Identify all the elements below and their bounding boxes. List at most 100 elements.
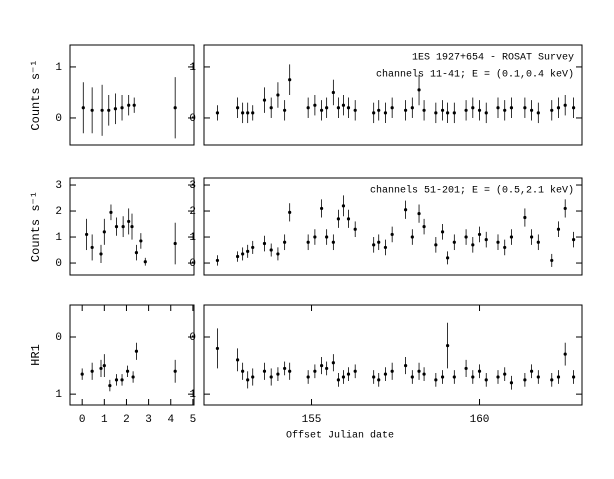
data-point — [130, 225, 134, 229]
data-point — [440, 108, 445, 112]
plot-frame — [69, 177, 195, 276]
data-point — [241, 369, 245, 373]
data-point — [283, 366, 287, 371]
y-tick-label: 1 — [55, 389, 62, 401]
data-point — [81, 106, 85, 110]
data-point — [120, 106, 124, 110]
data-point — [550, 108, 554, 112]
data-point — [563, 352, 567, 356]
data-point — [572, 375, 576, 379]
data-point — [503, 372, 507, 376]
data-point — [496, 106, 500, 110]
plot-frame — [69, 304, 195, 406]
data-point — [288, 210, 292, 214]
data-point — [417, 369, 421, 373]
data-point — [283, 240, 287, 244]
data-point — [346, 372, 351, 376]
data-point — [383, 245, 388, 250]
data-point — [320, 206, 324, 211]
data-point — [410, 106, 414, 110]
data-point — [127, 219, 131, 224]
data-point — [288, 78, 292, 82]
data-point — [283, 108, 287, 112]
data-point — [80, 372, 84, 376]
y-axis-label: Counts s⁻¹ — [29, 191, 43, 262]
y-tick-label: 2 — [55, 206, 62, 218]
data-point — [102, 230, 106, 234]
data-point — [417, 88, 421, 92]
data-point — [341, 103, 346, 107]
data-point — [320, 363, 324, 368]
data-point — [215, 258, 220, 263]
data-point — [484, 378, 488, 382]
data-point — [383, 372, 388, 376]
data-point — [246, 111, 250, 115]
data-point — [276, 372, 280, 376]
data-point — [372, 243, 376, 247]
data-point — [484, 238, 488, 242]
data-point — [125, 369, 130, 373]
data-point — [336, 106, 340, 110]
data-point — [313, 369, 317, 373]
data-point — [563, 206, 567, 211]
x-tick-label: 0 — [79, 414, 86, 426]
data-point — [404, 208, 408, 212]
y-axis-label: HR1 — [29, 344, 43, 366]
data-point — [269, 248, 273, 252]
y-tick-label: 0 — [55, 258, 62, 270]
data-point — [331, 240, 335, 244]
data-point — [331, 90, 335, 95]
data-point — [241, 111, 245, 115]
data-point — [440, 230, 445, 234]
data-point — [313, 103, 317, 107]
y-tick-label: 3 — [189, 180, 196, 192]
x-tick-label: 155 — [302, 414, 322, 426]
panel: 0 1 Counts s⁻¹ — [29, 44, 195, 146]
data-point — [269, 106, 273, 110]
panel: 0 1 1ES 1927+654 - ROSAT Survey channels 11… — [189, 44, 583, 146]
data-point — [336, 378, 340, 382]
data-point — [390, 232, 394, 237]
data-point — [404, 108, 408, 112]
data-point — [143, 260, 147, 264]
data-point — [530, 369, 534, 373]
data-point — [496, 375, 500, 379]
data-point — [550, 378, 554, 382]
data-point — [434, 243, 438, 247]
x-tick-label: 5 — [190, 414, 197, 426]
data-point — [100, 108, 104, 112]
annotation: channels 51-201; E = (0.5,2.1 keV) — [370, 185, 574, 197]
data-point — [464, 108, 468, 112]
x-tick-label: 2 — [123, 414, 130, 426]
data-point — [276, 93, 280, 97]
data-point — [563, 103, 567, 107]
y-tick-label: 1 — [189, 389, 196, 401]
data-point — [464, 235, 468, 239]
data-point — [383, 111, 388, 115]
data-point — [139, 239, 143, 243]
data-point — [440, 375, 445, 379]
data-point — [496, 240, 500, 244]
data-point — [262, 241, 267, 246]
y-tick-label: 0 — [189, 113, 196, 125]
data-point — [276, 252, 280, 256]
plot-frame — [69, 44, 195, 146]
data-point — [114, 378, 119, 382]
data-point — [503, 245, 507, 250]
y-tick-label: 0 — [189, 332, 196, 344]
data-point — [251, 111, 255, 115]
data-point — [434, 111, 438, 115]
y-tick-label: 1 — [189, 62, 196, 74]
data-point — [377, 108, 381, 112]
data-point — [346, 106, 351, 110]
panel: 0 1 2 3 channels 51-201; E = (0.5,2.1 keV) — [189, 177, 583, 276]
data-point — [90, 369, 94, 373]
data-point — [446, 343, 450, 348]
data-point — [377, 240, 381, 244]
annotation: 1ES 1927+654 - ROSAT Survey — [412, 53, 574, 64]
data-point — [320, 108, 324, 112]
data-point — [246, 378, 250, 382]
data-point — [114, 225, 119, 229]
data-point — [331, 361, 335, 365]
data-point — [251, 245, 255, 250]
